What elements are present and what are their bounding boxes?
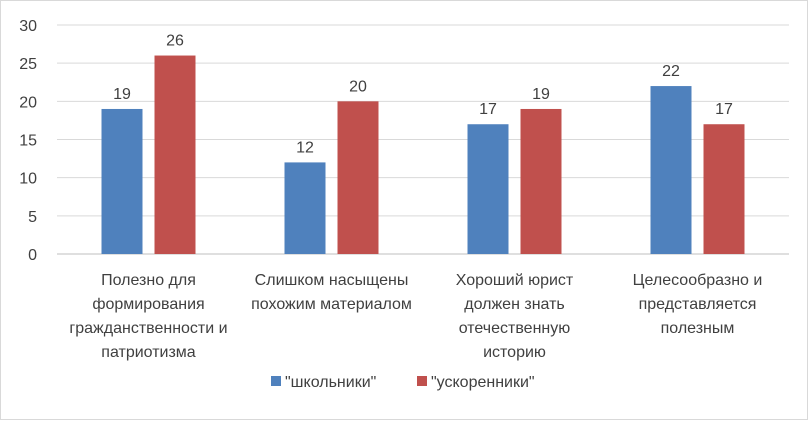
category-label-line: гражданственности и bbox=[69, 320, 227, 337]
bar bbox=[284, 162, 326, 254]
data-label: 12 bbox=[296, 139, 314, 156]
data-label: 19 bbox=[113, 86, 131, 103]
category-label-line: похожим материалом bbox=[251, 296, 412, 313]
category-label-line: Хороший юрист bbox=[456, 272, 574, 289]
category-label-line: должен знать bbox=[464, 296, 564, 313]
category-label-line: отечественную bbox=[459, 320, 571, 337]
y-tick-label: 0 bbox=[28, 247, 37, 264]
category-label-line: представляется bbox=[639, 296, 757, 313]
category-label-line: формирования bbox=[92, 296, 204, 313]
bar bbox=[650, 86, 692, 254]
data-labels: 19 26 12 20 17 19 22 17 bbox=[113, 33, 733, 157]
category-label-line: Целесообразно и bbox=[633, 272, 763, 289]
category-label: Слишком насыщены похожим материалом bbox=[251, 272, 412, 313]
legend-label: "ускоренники" bbox=[431, 374, 535, 391]
category-label-line: историю bbox=[483, 344, 546, 361]
legend-label: "школьники" bbox=[285, 374, 376, 391]
category-label-line: Слишком насыщены bbox=[255, 272, 409, 289]
y-tick-label: 5 bbox=[28, 209, 37, 226]
category-labels: Полезно для формирования гражданственности… bbox=[69, 272, 762, 361]
data-label: 22 bbox=[662, 63, 680, 80]
category-label: Полезно для формирования гражданственности… bbox=[69, 272, 227, 361]
category-label-line: Полезно для bbox=[101, 272, 196, 289]
legend: "школьники" "ускоренники" bbox=[271, 374, 535, 391]
y-tick-label: 10 bbox=[19, 171, 37, 188]
bar bbox=[101, 108, 143, 254]
bar bbox=[154, 55, 196, 255]
category-label: Целесообразно и представляется полезным bbox=[633, 272, 763, 337]
y-tick-label: 30 bbox=[19, 18, 37, 35]
category-label-line: патриотизма bbox=[101, 344, 196, 361]
category-label-line: полезным bbox=[661, 320, 735, 337]
bars bbox=[101, 55, 745, 255]
y-tick-label: 20 bbox=[19, 94, 37, 111]
bar bbox=[520, 108, 562, 254]
data-label: 26 bbox=[166, 33, 184, 50]
y-tick-label: 25 bbox=[19, 56, 37, 73]
y-axis-ticks: 0 5 10 15 20 25 30 bbox=[19, 18, 37, 264]
data-label: 17 bbox=[715, 101, 733, 118]
data-label: 20 bbox=[349, 78, 367, 95]
bar bbox=[703, 124, 745, 254]
legend-swatch bbox=[417, 376, 427, 386]
legend-swatch bbox=[271, 376, 281, 386]
data-label: 19 bbox=[532, 86, 550, 103]
bar bbox=[337, 101, 379, 254]
data-label: 17 bbox=[479, 101, 497, 118]
bar bbox=[467, 124, 509, 254]
category-label: Хороший юрист должен знать отечественную ис… bbox=[456, 272, 574, 361]
y-tick-label: 15 bbox=[19, 133, 37, 150]
